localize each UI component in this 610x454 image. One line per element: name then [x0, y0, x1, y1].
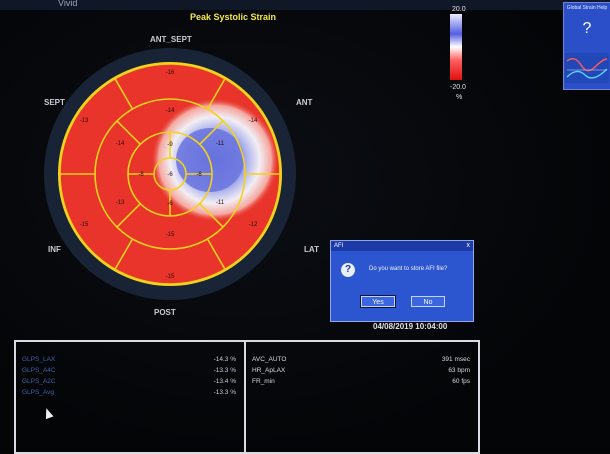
result-row: GLPS_A4C -13.3 %: [22, 367, 236, 377]
segment-values: -16 -14 -12 -15 -15 -13 -14 -11 -11 -15 …: [80, 70, 258, 280]
store-afi-dialog: AFI x ? Do you want to store AFI file? Y…: [330, 240, 474, 322]
segment-value: -13: [80, 118, 89, 124]
bullseye-grid: [59, 63, 281, 285]
label-ant-sept: ANT_SEPT: [150, 35, 192, 44]
segment-value: -14: [166, 108, 175, 114]
result-value: 391 msec: [441, 356, 470, 363]
result-value: -13.3 %: [213, 367, 236, 374]
close-icon[interactable]: x: [466, 242, 471, 249]
result-label: HR_ApLAX: [252, 367, 286, 374]
dialog-title-text: AFI: [334, 243, 344, 249]
segment-value: -14: [249, 118, 258, 124]
segment-value: -15: [80, 222, 89, 228]
result-value: -14.3 %: [213, 356, 236, 363]
scale-max: 20.0: [452, 6, 466, 13]
result-value: -13.3 %: [213, 389, 236, 396]
result-value: 63 bpm: [448, 367, 470, 374]
help-question-icon[interactable]: ?: [582, 20, 592, 37]
segment-value: -16: [166, 70, 175, 76]
label-lat: LAT: [304, 245, 319, 254]
result-label: GLPS_Avg: [22, 389, 55, 396]
yes-button[interactable]: Yes: [361, 296, 395, 307]
segment-value: -6: [167, 172, 173, 178]
segment-value: -15: [166, 232, 175, 238]
result-label: GLPS_A4C: [22, 367, 56, 374]
segment-value: -11: [216, 200, 225, 206]
strain-color-scale: [450, 14, 462, 80]
dialog-message: Do you want to store AFI file?: [369, 266, 448, 272]
segment-value: -13: [116, 200, 125, 206]
vendor-logo: Vivid: [58, 0, 78, 8]
bullseye-segments: [60, 64, 280, 284]
scale-min: -20.0: [450, 84, 466, 91]
help-title: Global Strain Help: [566, 5, 608, 11]
result-row: AVC_AUTO 391 msec: [252, 356, 470, 366]
timestamp: 04/08/2019 10:04:00: [373, 322, 448, 331]
result-value: 60 fps: [452, 378, 470, 385]
result-label: GLPS_LAX: [22, 356, 56, 363]
result-row: GLPS_LAX -14.3 %: [22, 356, 236, 366]
top-bar: Vivid: [0, 0, 610, 10]
result-row: FR_min 60 fps: [252, 378, 470, 388]
result-value: -13.4 %: [213, 378, 236, 385]
page-title: Peak Systolic Strain: [190, 12, 277, 22]
dialog-title: AFI x: [331, 241, 473, 251]
no-button[interactable]: No: [411, 296, 445, 307]
result-label: AVC_AUTO: [252, 356, 287, 363]
segment-value: -6: [196, 172, 202, 178]
segment-value: -8: [138, 172, 144, 178]
result-label: FR_min: [252, 378, 275, 385]
segment-value: -11: [216, 141, 225, 147]
segment-value: -15: [166, 274, 175, 280]
label-ant: ANT: [296, 98, 313, 107]
result-row: HR_ApLAX 63 bpm: [252, 367, 470, 377]
segment-value: -9: [167, 142, 173, 148]
strain-curve-icon: [565, 53, 609, 83]
timing-results-panel: AVC_AUTO 391 msec HR_ApLAX 63 bpm FR_min…: [244, 340, 480, 454]
result-label: GLPS_A2C: [22, 378, 56, 385]
help-panel[interactable]: Global Strain Help ?: [563, 2, 610, 90]
segment-value: -14: [116, 141, 125, 147]
strain-results-panel: GLPS_LAX -14.3 % GLPS_A4C -13.3 % GLPS_A…: [14, 340, 246, 454]
segment-value: -6: [167, 201, 173, 207]
scale-unit: %: [456, 94, 463, 101]
label-post: POST: [154, 308, 176, 317]
result-row: GLPS_Avg -13.3 %: [22, 389, 236, 399]
result-row: GLPS_A2C -13.4 %: [22, 378, 236, 388]
label-inf: INF: [48, 245, 61, 254]
question-icon: ?: [341, 263, 355, 277]
segment-value: -12: [249, 222, 258, 228]
label-sept: SEPT: [44, 98, 65, 107]
